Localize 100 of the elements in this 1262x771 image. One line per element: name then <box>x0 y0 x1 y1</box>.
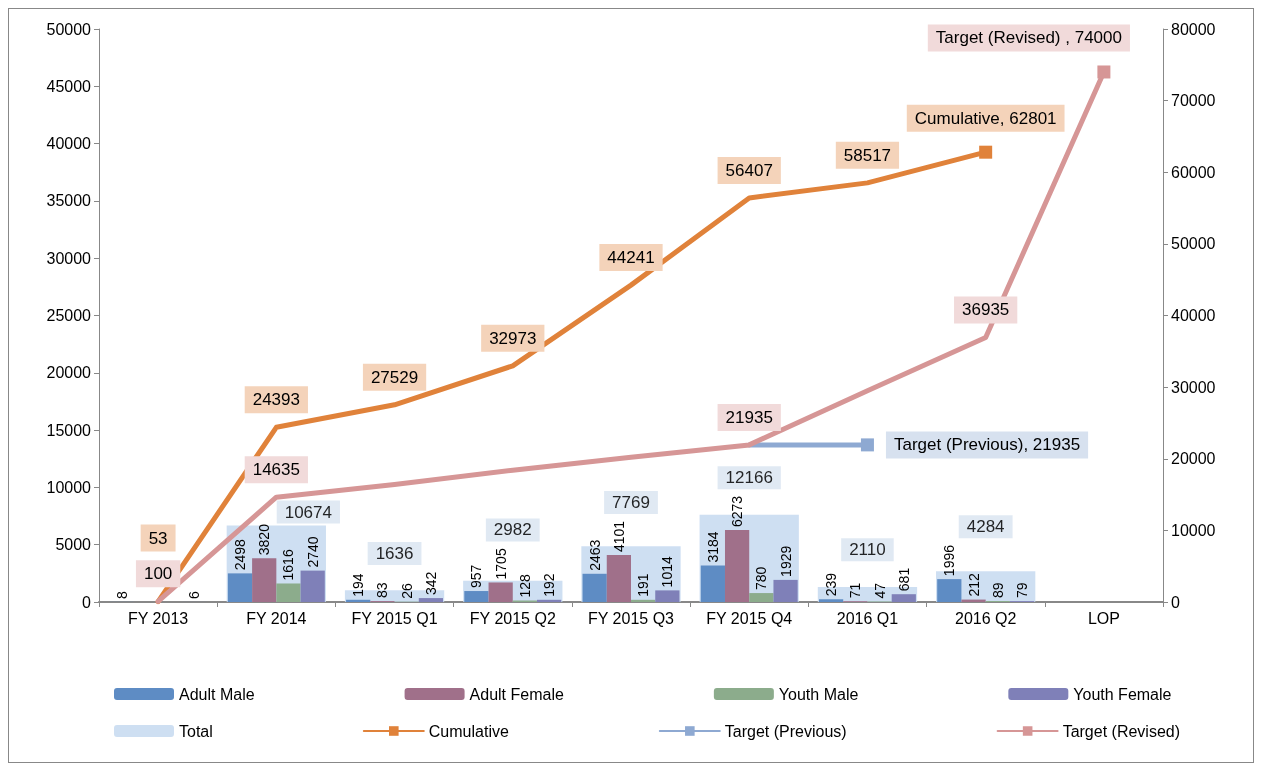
data-label: 1929 <box>777 545 794 577</box>
y-tick-label: 0 <box>82 593 92 611</box>
data-label: 4101 <box>610 520 627 552</box>
legend-label: Target (Revised) <box>1062 722 1181 740</box>
data-label: 53 <box>148 528 168 548</box>
bar <box>300 570 325 602</box>
bar <box>818 599 844 602</box>
data-label: 191 <box>635 573 652 597</box>
data-label: 71 <box>847 582 864 599</box>
data-label: 58517 <box>843 145 892 165</box>
data-label: 2740 <box>304 536 321 568</box>
data-label: 24393 <box>252 390 300 410</box>
data-label: 3820 <box>256 523 273 556</box>
data-label: Cumulative, 62801 <box>914 108 1057 128</box>
y-tick-label: 10000 <box>46 478 92 496</box>
data-label: 2110 <box>849 540 886 560</box>
bar <box>700 565 725 602</box>
y2-tick-label: 70000 <box>1171 92 1216 110</box>
y-tick-label: 40000 <box>46 135 92 153</box>
legend-label: Adult Female <box>469 685 564 703</box>
bar <box>631 599 656 602</box>
y-tick-label: 30000 <box>46 249 92 267</box>
data-label: 12166 <box>725 468 773 488</box>
data-label: 7769 <box>612 493 650 513</box>
data-label: 56407 <box>725 160 773 180</box>
data-label: 8 <box>113 590 130 599</box>
legend-label: Target (Previous) <box>724 722 847 740</box>
data-label: Target (Revised) , 74000 <box>935 28 1122 48</box>
y-tick-label: 15000 <box>46 421 92 439</box>
y2-tick-label: 20000 <box>1171 450 1216 468</box>
data-label: 2498 <box>231 539 248 571</box>
bar <box>276 583 301 602</box>
y-tick-label: 35000 <box>46 192 92 210</box>
data-label: 100 <box>143 564 173 584</box>
y2-tick-label: 50000 <box>1171 235 1216 253</box>
y-tick-label: 25000 <box>46 307 92 324</box>
x-tick-label: FY 2015 Q3 <box>588 609 675 627</box>
y2-tick-label: 40000 <box>1171 307 1216 324</box>
data-label: 3184 <box>704 531 721 563</box>
bar <box>655 590 680 602</box>
x-tick-label: 2016 Q1 <box>836 609 899 627</box>
legend-label: Adult Male <box>179 685 255 703</box>
y2-tick-label: 30000 <box>1171 378 1216 396</box>
legend-label: Youth Female <box>1073 685 1172 703</box>
data-label: 26 <box>398 582 415 599</box>
y2-tick-label: 60000 <box>1171 163 1216 181</box>
data-label: 1014 <box>659 556 676 588</box>
bar <box>724 530 750 602</box>
data-label: 36935 <box>962 300 1010 320</box>
data-label: 44241 <box>607 248 655 268</box>
y2-tick-label: 0 <box>1171 593 1180 611</box>
data-label: 342 <box>422 571 439 596</box>
bar <box>418 598 444 602</box>
data-label: 10674 <box>284 502 332 522</box>
data-label: 79 <box>1014 582 1031 599</box>
bar <box>227 573 253 602</box>
legend-label: Youth Male <box>778 685 859 703</box>
x-tick-label: FY 2013 <box>128 609 189 627</box>
data-label: 780 <box>753 566 770 591</box>
data-label: 21935 <box>725 407 773 427</box>
point <box>979 145 993 159</box>
data-label: 6273 <box>729 495 746 528</box>
data-label: 32973 <box>489 328 537 348</box>
bar <box>749 593 774 602</box>
bar <box>537 599 562 602</box>
x-tick-label: 2016 Q2 <box>954 609 1017 627</box>
y2-tick-label: 80000 <box>1171 20 1216 38</box>
bar <box>937 579 962 602</box>
data-label: 192 <box>541 573 558 597</box>
x-tick-label: LOP <box>1087 609 1120 627</box>
point <box>860 438 874 452</box>
data-label: 957 <box>468 564 485 589</box>
data-label: 1996 <box>941 544 958 577</box>
data-label: 6 <box>186 590 203 599</box>
data-label: 27529 <box>370 367 419 387</box>
legend-label: Total <box>179 722 213 740</box>
x-tick-label: FY 2014 <box>246 609 307 627</box>
x-tick-label: FY 2015 Q1 <box>351 609 438 627</box>
data-label: 14635 <box>252 460 300 480</box>
data-label: 2982 <box>493 520 532 540</box>
data-label: 2463 <box>586 539 603 571</box>
data-label: 212 <box>965 573 982 597</box>
bar <box>582 573 607 602</box>
bar <box>488 582 513 602</box>
data-label: 1636 <box>375 544 414 564</box>
data-label: 1616 <box>280 549 297 581</box>
y-tick-label: 45000 <box>46 77 92 95</box>
bar <box>464 591 489 602</box>
y-tick-label: 20000 <box>46 364 92 382</box>
data-label: 4284 <box>966 517 1005 537</box>
data-label: 89 <box>989 582 1006 598</box>
data-label: 1705 <box>492 548 509 580</box>
y-tick-label: 50000 <box>46 20 92 38</box>
legend-label: Cumulative <box>428 722 509 740</box>
y-tick-label: 5000 <box>55 536 92 554</box>
data-label: 83 <box>374 582 391 599</box>
point <box>1097 65 1111 79</box>
bar <box>606 555 631 602</box>
bar <box>252 558 277 602</box>
data-label: Target (Previous), 21935 <box>893 435 1081 455</box>
